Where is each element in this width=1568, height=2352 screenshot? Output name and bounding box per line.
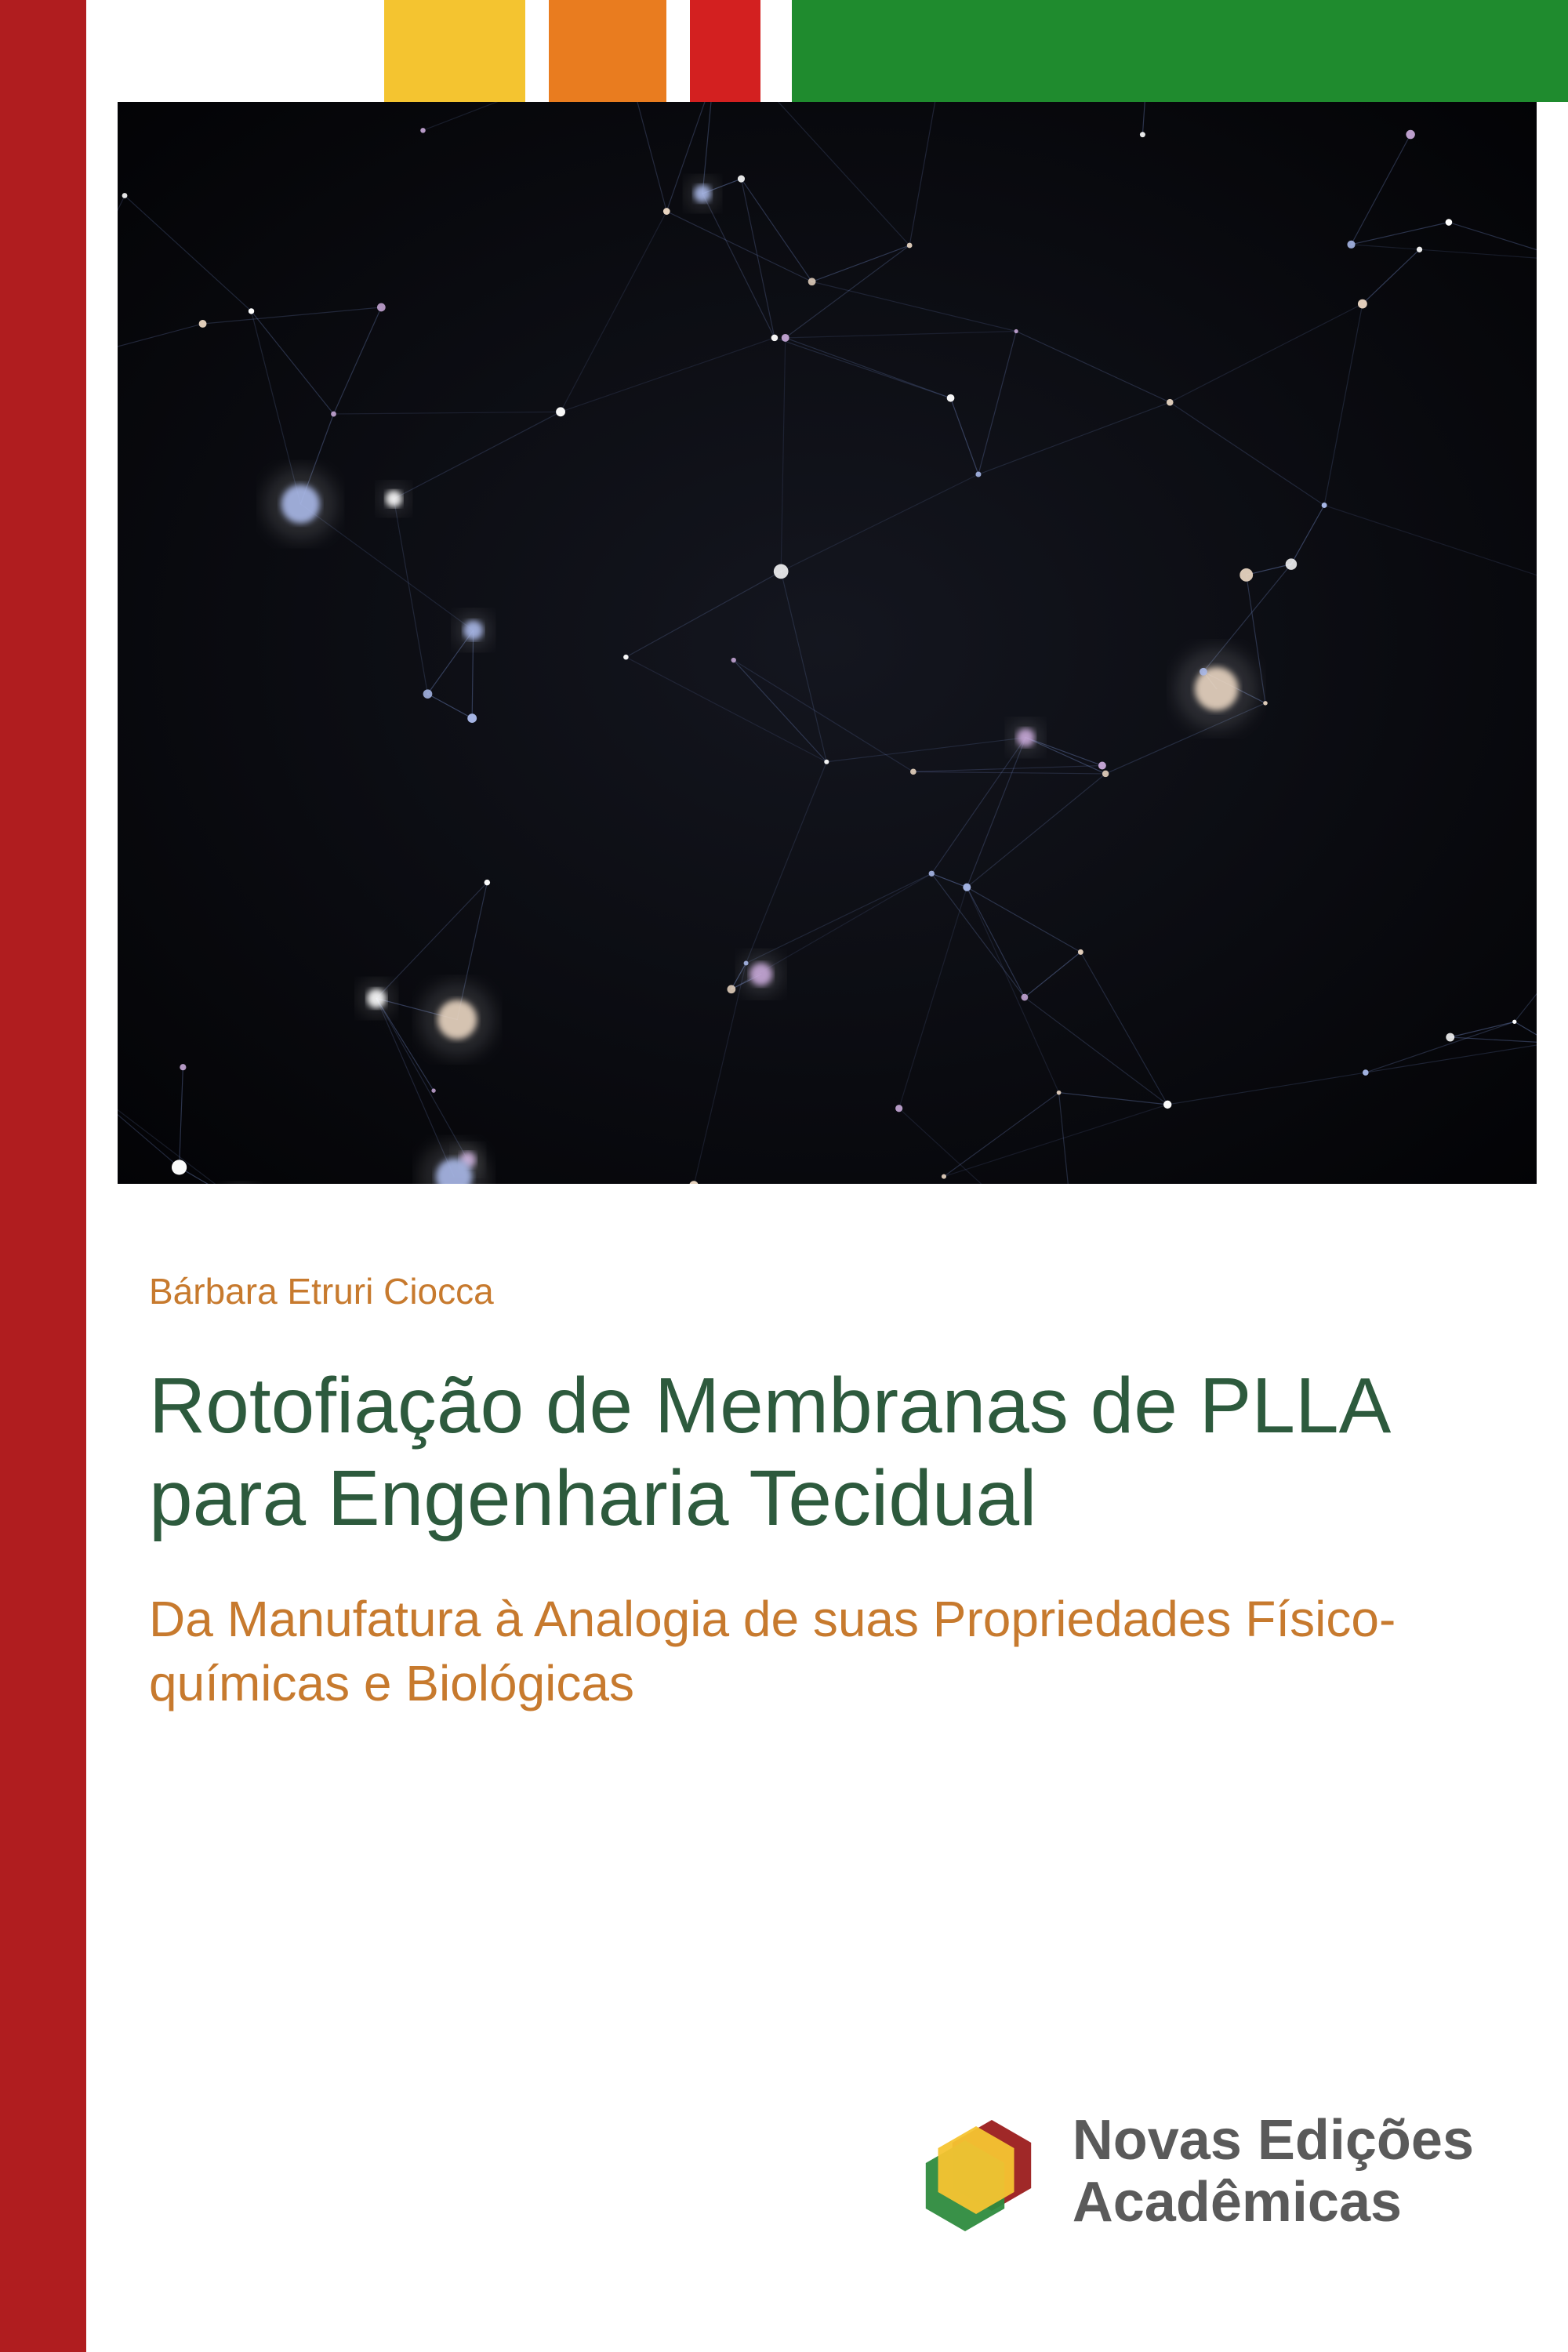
book-subtitle: Da Manufatura à Analogia de suas Proprie… [149, 1588, 1419, 1716]
publisher-logo-icon [904, 2109, 1045, 2234]
publisher-line2: Acadêmicas [1073, 2172, 1474, 2234]
author-name: Bárbara Etruri Ciocca [149, 1270, 1419, 1312]
book-title: Rotofiação de Membranas de PLLA para Eng… [149, 1359, 1419, 1544]
publisher-block: Novas Edições Acadêmicas [904, 2109, 1474, 2234]
publisher-name: Novas Edições Acadêmicas [1073, 2110, 1474, 2234]
top-color-stripes [86, 0, 1568, 102]
spine-bar [0, 0, 86, 2352]
hero-image [118, 102, 1537, 1184]
cover-text-block: Bárbara Etruri Ciocca Rotofiação de Memb… [149, 1270, 1419, 1716]
publisher-line1: Novas Edições [1073, 2110, 1474, 2172]
